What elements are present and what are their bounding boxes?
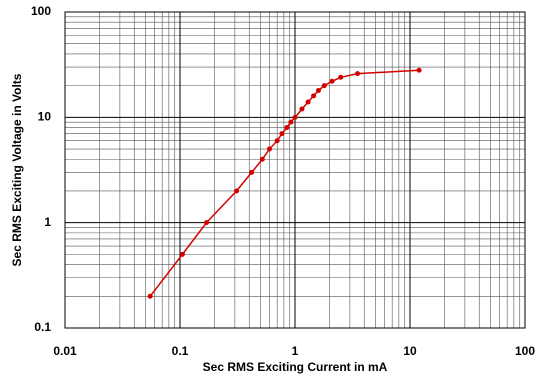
point xyxy=(321,83,327,89)
x-tick-label: 1 xyxy=(292,344,299,358)
point xyxy=(179,251,185,257)
y-tick-label: 0.1 xyxy=(34,320,51,334)
point xyxy=(299,106,305,112)
point xyxy=(338,74,344,80)
y-tick-label: 10 xyxy=(38,110,52,124)
point xyxy=(284,125,290,131)
x-tick-label: 100 xyxy=(515,344,535,358)
point xyxy=(311,93,317,99)
x-tick-label: 10 xyxy=(403,344,417,358)
point xyxy=(204,220,210,226)
point xyxy=(266,146,272,152)
point xyxy=(274,138,280,144)
plot-frame xyxy=(64,11,526,329)
point xyxy=(279,131,285,137)
point xyxy=(315,87,321,93)
point xyxy=(288,119,294,125)
point xyxy=(416,67,422,73)
x-tick-label: 0.1 xyxy=(172,344,189,358)
x-tick-label: 0.01 xyxy=(53,344,77,358)
y-tick-label: 100 xyxy=(31,4,51,18)
y-tick-label: 1 xyxy=(44,215,51,229)
point xyxy=(355,71,361,77)
point xyxy=(305,99,311,105)
line xyxy=(149,69,420,297)
point xyxy=(259,156,265,162)
point xyxy=(147,293,153,299)
point xyxy=(329,78,335,84)
x-axis-label: Sec RMS Exciting Current in mA xyxy=(203,360,388,374)
y-axis-label: Sec RMS Exciting Voltage in Volts xyxy=(10,73,24,266)
point xyxy=(234,188,240,194)
point xyxy=(292,114,298,120)
point xyxy=(249,169,255,175)
